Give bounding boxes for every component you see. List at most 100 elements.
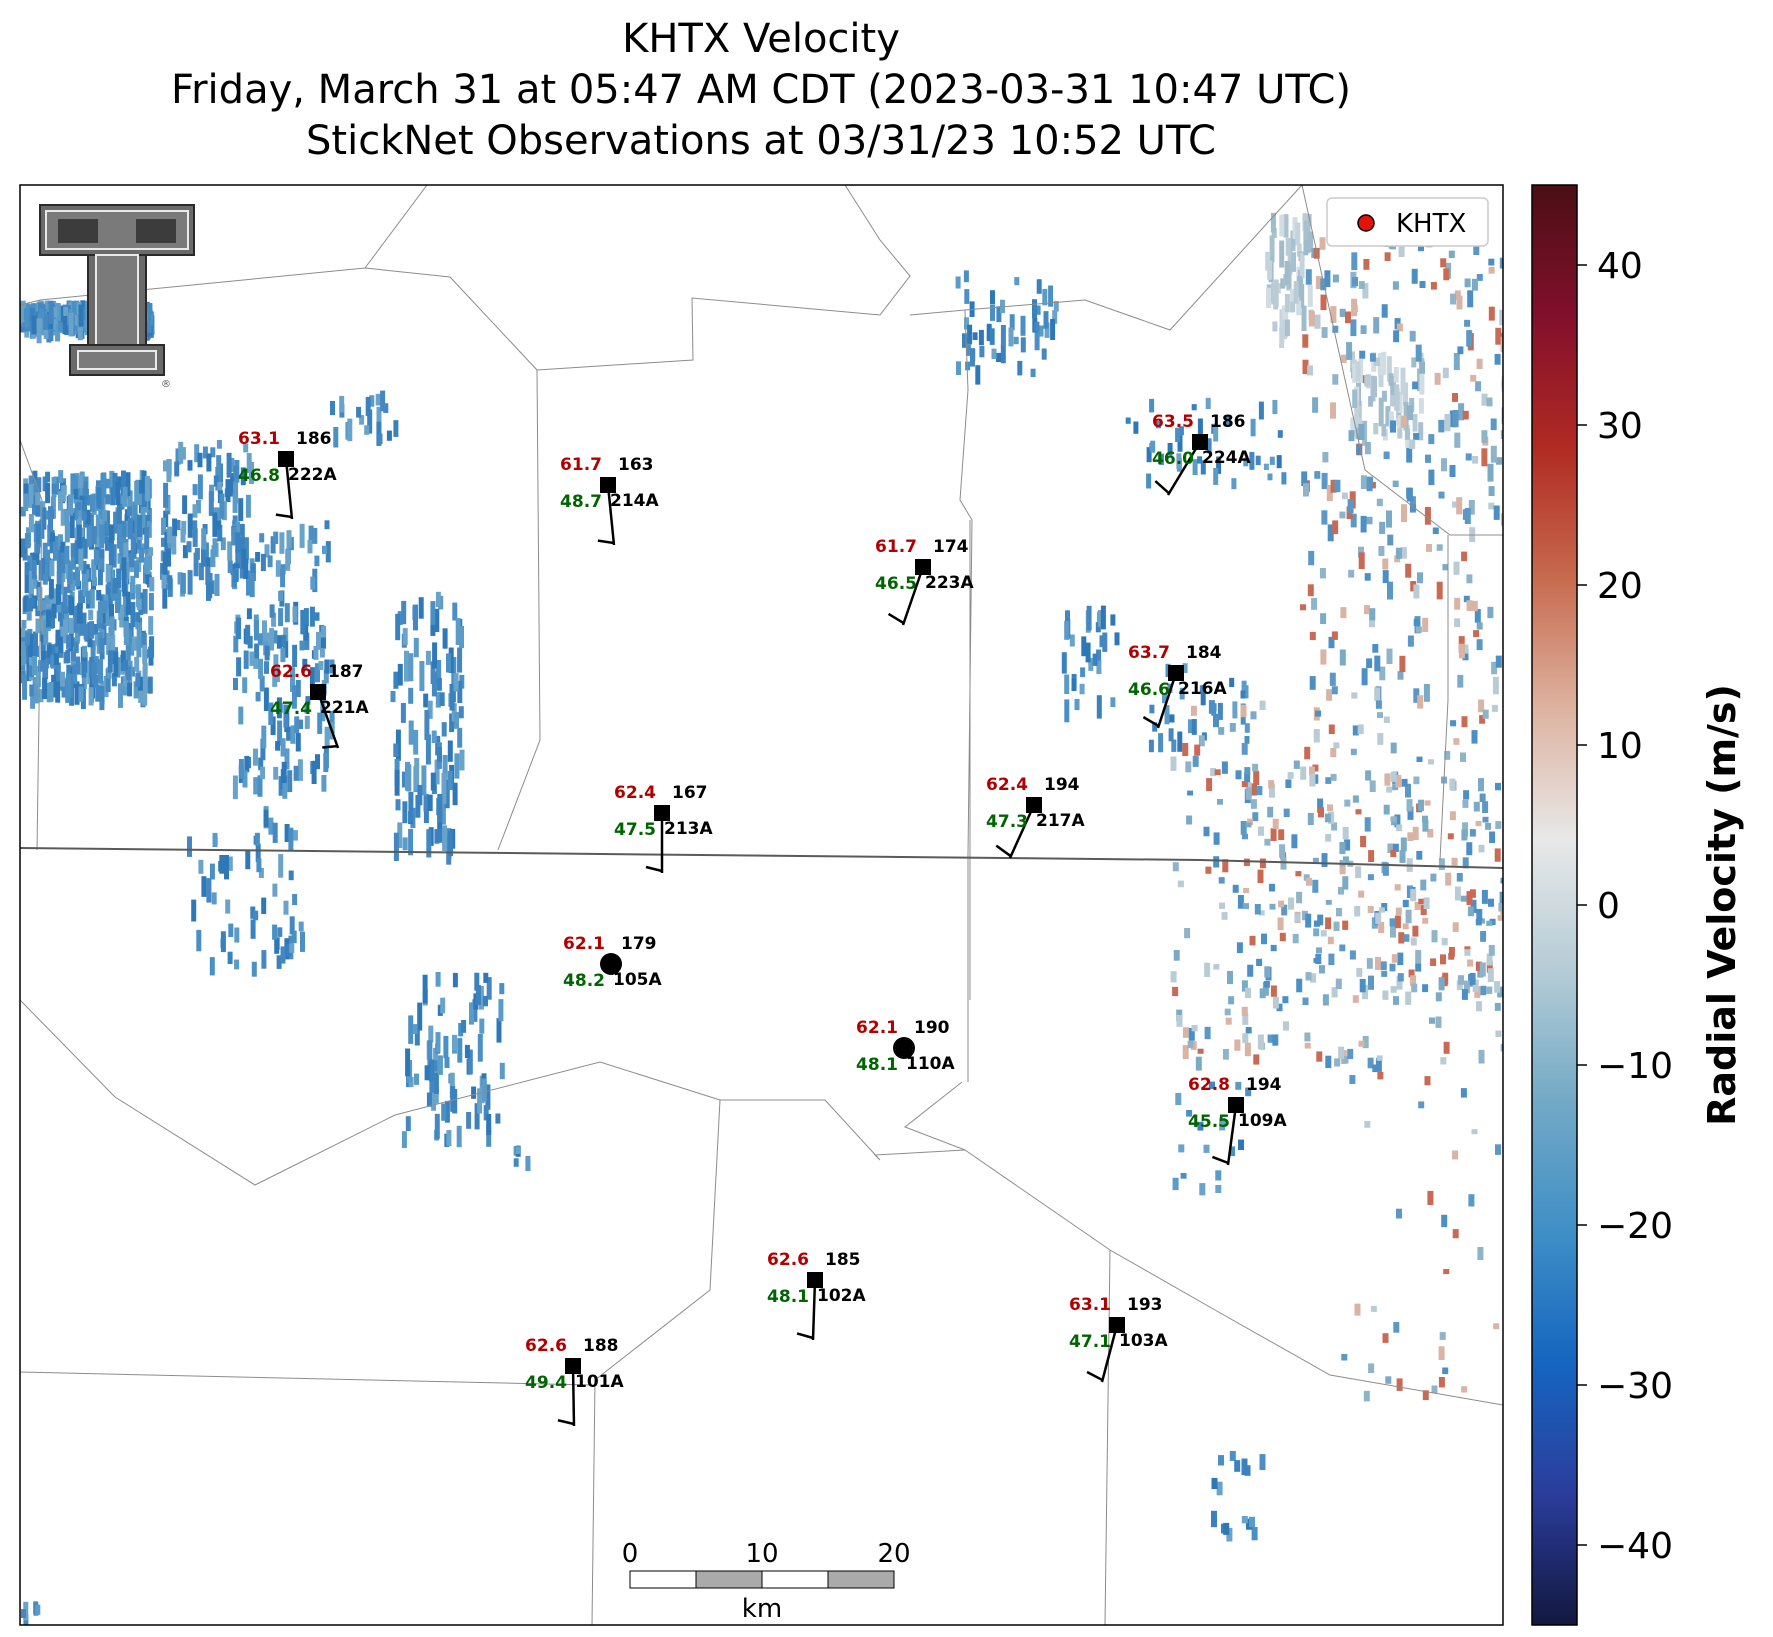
radar-echo-cell [1441,937,1448,946]
radar-echo-cell [1387,843,1394,853]
radar-echo-cell [1272,818,1279,830]
radar-echo-cell [1270,828,1277,841]
radar-echo-cell [1400,547,1407,559]
legend[interactable]: KHTX [1326,197,1489,247]
radar-echo-cell [297,759,303,781]
radar-echo-cell [212,538,218,556]
radar-echo-cell [1393,1322,1400,1333]
radar-echo-cell [1235,1081,1242,1090]
radar-echo-cell [99,686,105,711]
radar-echo-cell [1357,724,1364,734]
radar-echo-cell [175,448,181,465]
radar-echo-cell [1086,605,1092,631]
station-id: 102A [817,1286,866,1306]
radar-echo-cell [1390,849,1397,858]
radar-echo-cell [1312,857,1319,864]
radar-echo-cell [1462,644,1469,654]
radar-echo-cell [1186,815,1193,825]
radar-echo-cell [1334,479,1341,493]
radar-echo-cell [1264,966,1271,978]
radar-echo-cell [1036,279,1042,294]
radar-echo-cell [432,1060,438,1072]
radar-echo-cell [1402,923,1409,930]
radar-echo-cell [1217,799,1223,805]
scale-tick-label: 10 [745,1539,778,1569]
radar-echo-cell [145,574,151,585]
radar-echo-cell [1471,730,1478,744]
radar-echo-cell [1352,795,1359,803]
radar-echo-cell [109,470,115,494]
radar-echo-cell [1227,970,1233,985]
radar-echo-cell [78,686,84,702]
radar-echo-cell [1356,967,1363,977]
radar-echo-cell [75,566,80,587]
radar-echo-cell [116,589,122,607]
radar-echo-cell [1320,930,1327,937]
radar-echo-cell [208,491,214,516]
radar-echo-cell [1428,434,1435,445]
radar-echo-cell [250,919,256,939]
radar-echo-cell [479,1018,485,1034]
radar-echo-cell [1390,771,1397,782]
radar-echo-cell [499,983,505,995]
radar-echo-cell [48,300,54,324]
radar-echo-cell [1044,322,1050,338]
radar-echo-cell [99,548,105,573]
radar-echo-cell [134,656,140,672]
radar-echo-cell [53,588,58,610]
radar-echo-cell [319,647,325,658]
radar-echo-cell [73,488,79,500]
radar-echo-cell [272,924,278,940]
radar-echo-cell [1241,1006,1248,1016]
radar-echo-cell [1490,418,1497,431]
radar-echo-cell [1325,1055,1332,1068]
radar-echo-cell [1430,282,1437,290]
radar-echo-cell [1462,799,1469,808]
wind-barb-staff [1008,804,1036,859]
radar-echo-cell [441,722,447,737]
radar-echo-cell [272,630,278,644]
station-dewpoint: 46.8 [238,466,280,486]
radar-echo-cell [1476,1001,1482,1012]
radar-echo-cell [1064,674,1070,694]
radar-echo-cell [253,777,259,795]
radar-echo-cell [1008,327,1014,347]
radar-echo-cell [99,530,105,549]
radar-echo-cell [1452,410,1459,428]
radar-echo-cell [1293,281,1299,304]
radar-echo-cell [1236,942,1243,953]
radar-echo-cell [1392,843,1399,852]
radar-echo-cell [33,685,39,704]
station-dewpoint: 48.2 [563,971,605,991]
station-temperature: 62.1 [856,1018,898,1038]
radar-echo-cell [136,598,142,610]
radar-echo-cell [110,487,116,506]
radar-echo-cell [85,509,91,525]
radar-echo-cell [130,575,136,594]
radar-echo-cell [218,861,224,872]
radar-echo-cell [1050,318,1056,340]
radar-echo-cell [375,393,381,406]
radar-echo-cell [1363,1390,1370,1402]
radar-echo-cell [1312,764,1319,772]
radar-echo-cell [1362,420,1368,446]
radar-echo-cell [1292,933,1299,944]
radar-echo-cell [1305,269,1312,285]
radar-echo-cell [35,605,41,617]
radar-echo-cell [92,577,97,586]
radar-echo-cell [59,626,65,637]
